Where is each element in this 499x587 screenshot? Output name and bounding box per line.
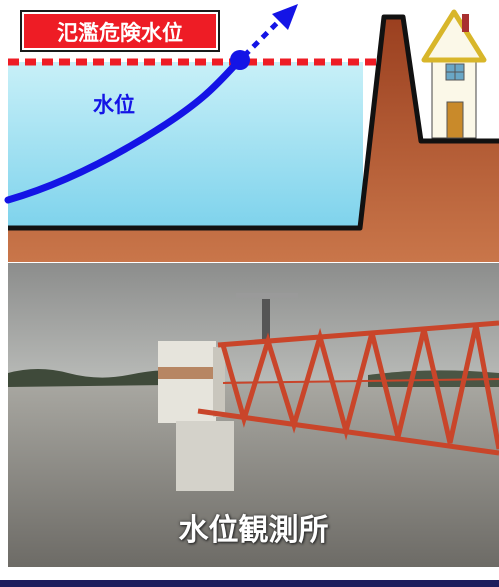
water-level-line [4,56,244,204]
photo-caption: 水位観測所 [178,513,329,548]
diagram-graphic [4,4,499,262]
house-icon [421,9,487,139]
gauging-station-photo: 水位観測所 [8,263,499,567]
riverbed-outline [8,14,499,231]
water-level-trend [242,18,282,58]
arrow-up-right-icon [272,4,298,30]
water-level-label: 水位 [93,93,135,117]
bottom-bar [0,580,499,587]
danger-level-label: 氾濫危険水位 [20,10,220,52]
water-area [8,62,363,226]
water-level-diagram: 氾濫危険水位 水位 [0,0,499,262]
photo-graphic [8,263,499,567]
water-level-marker [230,50,250,70]
